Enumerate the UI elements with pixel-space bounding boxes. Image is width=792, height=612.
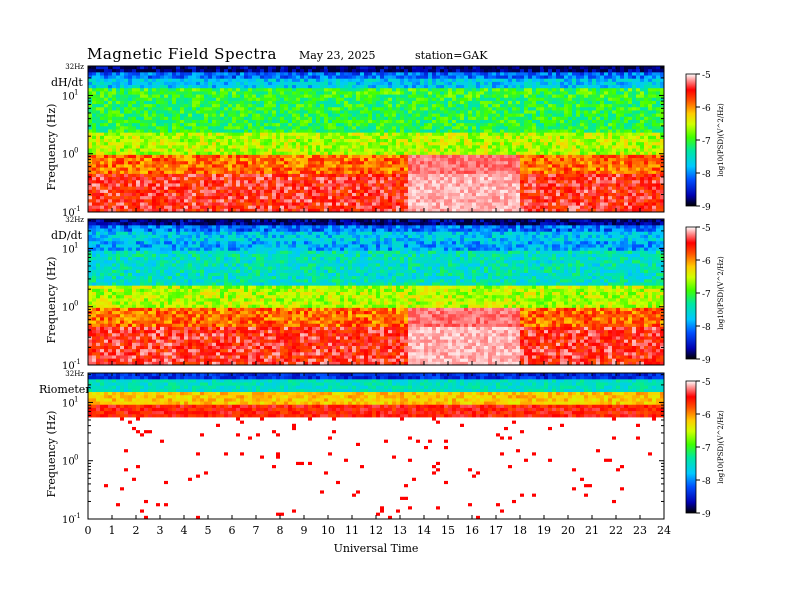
y-tick-exponent: 1	[74, 88, 78, 96]
colorbar-tick-label: -5	[702, 378, 711, 388]
x-tick-label: 24	[657, 524, 671, 537]
x-tick-label: 13	[393, 524, 407, 537]
x-tick-label: 22	[609, 524, 623, 537]
colorbar-tick-label: -5	[702, 224, 711, 234]
y-tick-exponent: 0	[74, 147, 78, 155]
x-tick-label: 21	[585, 524, 599, 537]
colorbar-tick-label: -5	[702, 71, 711, 81]
colorbar-tick-label: -7	[702, 444, 711, 454]
x-tick-label: 9	[301, 524, 308, 537]
y-tick-label: 10	[62, 91, 75, 102]
y-tick-exponent: 0	[74, 454, 78, 462]
y-tick-exponent: 1	[74, 241, 78, 249]
colorbar-tick-label: -6	[702, 104, 711, 114]
colorbar-tick-label: -6	[702, 257, 711, 267]
colorbar-tick-label: -7	[702, 290, 711, 300]
x-tick-label: 6	[229, 524, 236, 537]
x-tick-label: 10	[321, 524, 335, 537]
y-tick-label: 10	[62, 515, 75, 526]
top-tick-label: 32Hz	[65, 63, 84, 71]
top-tick-label: 32Hz	[65, 216, 84, 224]
x-tick-label: 7	[253, 524, 260, 537]
x-tick-label: 4	[181, 524, 188, 537]
colorbar-label: log10(PSD)(V^2/Hz)	[717, 103, 725, 177]
colorbar-tick-label: -8	[702, 477, 711, 487]
spectrogram-heatmap	[88, 219, 664, 365]
x-tick-label: 17	[489, 524, 503, 537]
x-tick-label: 5	[205, 524, 212, 537]
y-tick-exponent: -1	[74, 512, 81, 520]
y-axis-label: Frequency (Hz)	[45, 104, 58, 191]
y-tick-label: 10	[62, 244, 75, 255]
colorbar-tick-label: -9	[702, 356, 711, 366]
x-tick-label: 12	[369, 524, 383, 537]
x-tick-label: 18	[513, 524, 527, 537]
y-tick-label: 10	[62, 303, 75, 314]
x-tick-label: 2	[133, 524, 140, 537]
colorbar-tick-label: -6	[702, 411, 711, 421]
colorbar	[686, 227, 696, 359]
x-axis-label: Universal Time	[334, 542, 419, 555]
y-axis-label: Frequency (Hz)	[45, 257, 58, 344]
spectrogram-heatmap	[88, 373, 664, 519]
colorbar-tick-label: -9	[702, 510, 711, 520]
x-tick-label: 15	[441, 524, 455, 537]
colorbar-tick-label: -7	[702, 137, 711, 147]
y-tick-label: 10	[62, 398, 75, 409]
panel-label: dH/dt	[51, 76, 83, 89]
x-tick-label: 11	[345, 524, 359, 537]
x-tick-label: 8	[277, 524, 284, 537]
y-tick-exponent: 0	[74, 300, 78, 308]
colorbar	[686, 381, 696, 513]
y-tick-exponent: 1	[74, 395, 78, 403]
spectrogram-heatmap	[88, 66, 664, 212]
x-tick-label: 3	[157, 524, 164, 537]
x-tick-label: 19	[537, 524, 551, 537]
y-tick-exponent: -1	[74, 358, 81, 366]
colorbar-label: log10(PSD)(V^2/Hz)	[717, 410, 725, 484]
top-tick-label: 32Hz	[65, 370, 84, 378]
y-tick-exponent: -1	[74, 205, 81, 213]
colorbar	[686, 74, 696, 206]
x-tick-label: 20	[561, 524, 575, 537]
x-tick-label: 0	[85, 524, 92, 537]
x-tick-label: 1	[109, 524, 116, 537]
y-tick-label: 10	[62, 457, 75, 468]
colorbar-label: log10(PSD)(V^2/Hz)	[717, 256, 725, 330]
colorbar-tick-label: -9	[702, 203, 711, 213]
colorbar-tick-label: -8	[702, 170, 711, 180]
x-tick-label: 23	[633, 524, 647, 537]
x-tick-label: 16	[465, 524, 479, 537]
colorbar-tick-label: -8	[702, 323, 711, 333]
x-tick-label: 14	[417, 524, 431, 537]
y-axis-label: Frequency (Hz)	[45, 411, 58, 498]
panel-label: dD/dt	[51, 229, 83, 242]
y-tick-label: 10	[62, 150, 75, 161]
panel-label: Riometer	[39, 383, 91, 396]
